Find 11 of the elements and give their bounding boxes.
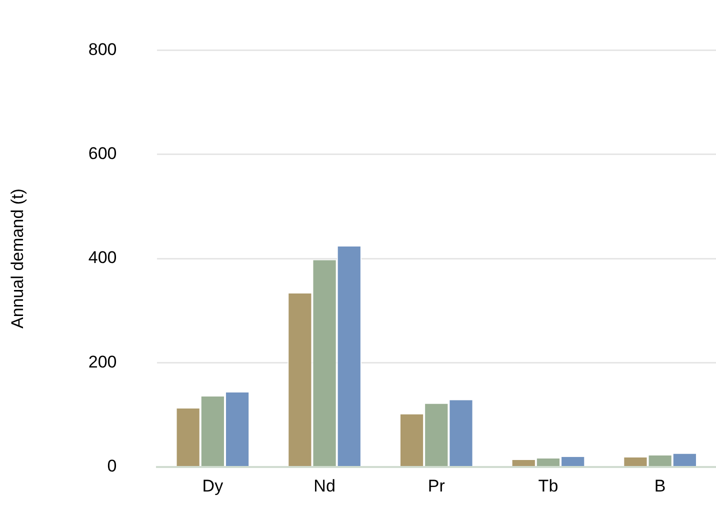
x-tick-label: Dy [202, 476, 224, 496]
x-tick-label: Tb [538, 476, 558, 496]
y-tick-label: 0 [107, 456, 117, 476]
y-tick-label: 600 [88, 144, 117, 164]
x-tick-label: B [654, 476, 666, 496]
y-tick-label: 200 [88, 352, 117, 372]
y-axis-title: Annual demand (t) [8, 188, 27, 328]
x-tick-label: Nd [314, 476, 336, 496]
x-tick-label: Pr [428, 476, 446, 496]
y-tick-label: 800 [88, 40, 117, 59]
y-tick-label: 400 [88, 248, 117, 268]
